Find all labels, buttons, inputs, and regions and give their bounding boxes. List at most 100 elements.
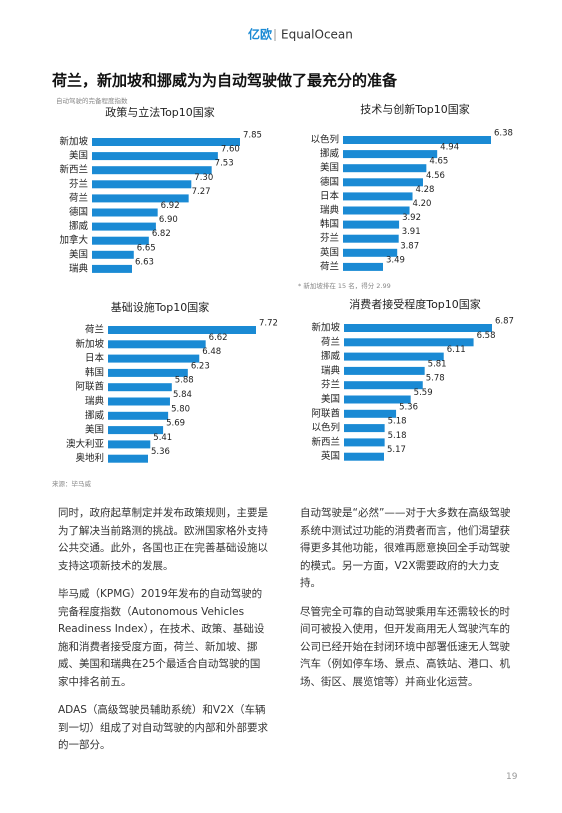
page-number: 19	[506, 772, 518, 782]
category-label: 新加坡	[59, 136, 88, 148]
category-label: 挪威	[321, 350, 341, 362]
value-label: 6.62	[209, 333, 228, 343]
category-label: 美国	[85, 424, 104, 436]
bar	[343, 150, 438, 159]
bar	[108, 383, 172, 392]
value-label: 5.81	[428, 359, 447, 369]
logo-cn: 亿欧	[248, 27, 272, 42]
category-label: 瑞典	[320, 204, 340, 216]
value-label: 6.23	[191, 361, 210, 371]
value-label: 5.17	[387, 445, 406, 455]
bar	[344, 452, 384, 461]
value-label: 6.11	[447, 345, 466, 355]
value-label: 5.84	[173, 390, 192, 400]
category-label: 阿联酋	[311, 407, 340, 419]
value-label: 7.85	[243, 131, 262, 141]
value-label: 5.80	[171, 404, 190, 414]
value-label: 7.72	[259, 319, 278, 329]
bar	[108, 411, 169, 420]
page-title: 荷兰，新加坡和挪威为为自动驾驶做了最充分的准备	[52, 72, 398, 90]
value-label: 4.94	[440, 143, 459, 153]
bar	[343, 220, 400, 229]
value-label: 6.63	[135, 257, 154, 267]
bar	[108, 368, 188, 377]
paragraph: ADAS（高级驾驶员辅助系统）和V2X（车辆到一切）组成了对自动驾驶的内部和外部…	[58, 704, 268, 751]
category-label: 以色列	[310, 134, 339, 146]
bar	[92, 236, 149, 245]
value-label: 5.18	[388, 417, 407, 427]
bar	[343, 248, 398, 257]
category-label: 奥地利	[75, 452, 104, 464]
bar	[92, 250, 134, 259]
value-label: 6.58	[477, 331, 496, 341]
category-label: 荷兰	[320, 260, 339, 272]
category-label: 加拿大	[59, 234, 88, 246]
bar	[343, 164, 427, 173]
value-label: 5.69	[166, 419, 185, 429]
category-label: 美国	[320, 162, 339, 174]
bar	[343, 206, 410, 215]
category-label: 荷兰	[321, 336, 340, 348]
bar	[344, 438, 385, 447]
category-label: 挪威	[320, 148, 340, 160]
bar	[344, 324, 492, 332]
paragraph: 尽管完全可靠的自动驾驶乘用车还需较长的时间可被投入使用，但开发商用无人驾驶汽车的…	[300, 605, 510, 688]
charts: 亿欧 EqualOcean 荷兰，新加坡和挪威为为自动驾驶做了最充分的准备 自动…	[52, 27, 514, 489]
bar	[344, 424, 385, 433]
category-label: 瑞典	[321, 364, 341, 376]
bar	[92, 152, 218, 161]
value-label: 4.20	[413, 199, 432, 209]
bar	[92, 166, 212, 175]
value-label: 3.87	[400, 241, 419, 251]
bar	[343, 262, 383, 271]
category-label: 新加坡	[311, 322, 340, 334]
value-label: 6.38	[494, 129, 513, 139]
chart-note: * 新加坡排在 15 名，得分 2.99	[298, 281, 391, 290]
subtitle: 自动驾驶的完备程度指数	[56, 96, 128, 105]
category-label: 德国	[69, 206, 88, 218]
logo-en: EqualOcean	[281, 28, 353, 42]
category-label: 荷兰	[85, 324, 104, 336]
bar	[344, 366, 425, 375]
category-label: 日本	[320, 190, 340, 202]
bar	[108, 426, 164, 435]
bar	[343, 234, 399, 243]
bar	[344, 338, 474, 347]
category-label: 芬兰	[321, 379, 340, 391]
bar	[343, 136, 491, 144]
value-label: 3.49	[386, 255, 405, 265]
category-label: 挪威	[69, 220, 89, 232]
value-label: 5.78	[426, 374, 445, 384]
category-label: 美国	[69, 150, 88, 162]
paragraph: 毕马威（KPMG）2019年发布的自动驾驶的完备程度指数（Autonomous …	[58, 588, 265, 688]
bar	[343, 192, 413, 201]
value-label: 6.65	[137, 243, 156, 253]
category-label: 新西兰	[311, 436, 340, 448]
category-label: 美国	[321, 393, 340, 405]
category-label: 澳大利亚	[66, 438, 105, 450]
value-label: 6.92	[161, 201, 180, 211]
bar	[108, 397, 170, 406]
category-label: 新加坡	[75, 338, 104, 350]
category-label: 韩国	[85, 366, 104, 378]
value-label: 7.60	[221, 145, 240, 155]
value-label: 3.91	[402, 227, 421, 237]
category-label: 以色列	[311, 422, 340, 434]
bar	[108, 440, 151, 449]
category-label: 荷兰	[69, 192, 88, 204]
paragraph: 自动驾驶是“必然”——对于大多数在高级驾驶系统中测试过功能的消费者而言，他们渴望…	[300, 507, 511, 589]
bar	[108, 340, 206, 349]
bar	[344, 381, 423, 390]
bar	[108, 326, 256, 334]
bar	[92, 180, 192, 189]
bar	[92, 208, 158, 217]
value-label: 6.82	[152, 229, 171, 239]
bar	[108, 354, 200, 363]
value-label: 6.48	[202, 347, 221, 357]
bar	[92, 264, 132, 273]
value-label: 5.59	[414, 388, 433, 398]
category-label: 英国	[320, 246, 339, 258]
category-label: 瑞典	[85, 395, 105, 407]
value-label: 5.36	[151, 447, 170, 457]
